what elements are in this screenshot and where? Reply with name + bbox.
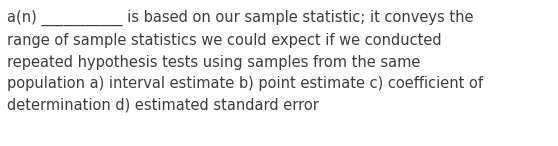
Text: a(n) ___________ is based on our sample statistic; it conveys the
range of sampl: a(n) ___________ is based on our sample … <box>7 10 483 113</box>
